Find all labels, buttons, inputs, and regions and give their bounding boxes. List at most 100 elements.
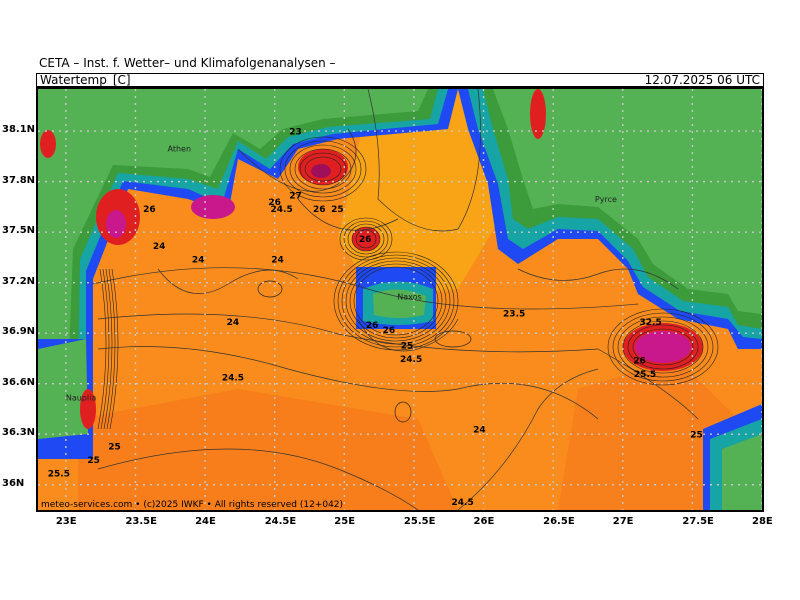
isotherm (517, 268, 679, 290)
isotherm (106, 268, 116, 430)
valid-time: 12.07.2025 06 UTC (644, 73, 760, 87)
longitude-tick: 28E (752, 516, 773, 527)
contour-label: 25 (690, 431, 703, 441)
isotherm-ring (617, 316, 709, 378)
isotherm (357, 318, 459, 352)
warm-spots (40, 89, 703, 429)
greek-mainland-lowland (38, 89, 438, 419)
anatolia-land (493, 89, 762, 314)
contour-label: 25 (331, 205, 344, 215)
place-label: Nauplia (66, 394, 96, 403)
longitude-tick: 24.5E (264, 516, 297, 527)
contour-label: 23 (289, 127, 302, 137)
warm-spot-core (635, 331, 691, 363)
contour-label: 26 (313, 205, 326, 215)
warm-spot-core (311, 164, 331, 178)
isotherm-ring (294, 148, 352, 190)
longitude-tick: 26E (473, 516, 495, 527)
contour-label: 24.5 (271, 205, 293, 215)
islet-outline (394, 401, 412, 423)
latitude-tick: 36N (2, 477, 25, 489)
naxos-land (373, 289, 426, 318)
isotherm-ring (355, 229, 377, 249)
contour-labels: 23 24 24 24 24 24.5 24.5 24.5 23.5 24 25 25 25 25.5 25… (48, 127, 703, 507)
warm-spot-core (106, 210, 126, 238)
isotherm (367, 89, 481, 232)
latitude-tick: 36.3N (2, 427, 36, 439)
isotherm (109, 268, 119, 430)
contour-label: 24 (271, 255, 284, 265)
place-label: Athen (167, 144, 191, 153)
isotherm-ring (341, 257, 451, 345)
header-bar (36, 73, 764, 87)
isotherm-ring (349, 263, 443, 339)
isotherm (97, 268, 107, 430)
isotherm-ring (284, 140, 362, 198)
contour-label: 26 (633, 356, 646, 366)
isotherm-ring (351, 226, 381, 252)
contour-label: 26 (383, 326, 396, 336)
contour-label: 24 (473, 426, 486, 436)
isotherm-ring (622, 320, 704, 374)
contour-label: 24.5 (400, 355, 422, 365)
isotherm-ring (299, 152, 347, 186)
isotherm-ring (612, 312, 714, 382)
latitude-tick: 37.2N (2, 275, 36, 287)
lat-lon-grid (38, 89, 762, 510)
latitude-tick: 38.1N (2, 124, 36, 136)
longitude-tick: 26.5E (543, 516, 575, 527)
latitude-tick: 37.8N (2, 174, 36, 186)
longitude-tick: 27E (612, 516, 634, 527)
contour-label: 24 (153, 242, 166, 252)
isotherm (457, 368, 599, 510)
longitude-tick: 27.5E (682, 516, 714, 527)
isotherm-ring (345, 260, 447, 342)
isotherm-ring (632, 328, 694, 366)
contour-label: 25 (87, 456, 100, 466)
longitude-tick: 23.5E (125, 516, 157, 527)
isotherm-ring (607, 308, 719, 386)
isotherm-ring (279, 136, 367, 202)
isotherm-ring (347, 223, 385, 255)
peloponnese-land (38, 339, 88, 439)
isotherm-ring (304, 156, 342, 182)
islet-outline (257, 280, 283, 298)
warm-spot (40, 130, 56, 158)
contour-label: 25.5 (48, 469, 70, 479)
warm-spot (352, 227, 380, 251)
contour-label: 27 (289, 191, 302, 201)
contour-label: 25 (401, 341, 414, 351)
isotherm (97, 346, 599, 420)
contour-label: 26 (359, 235, 372, 245)
contour-label: 26 (143, 205, 156, 215)
greek-mainland-shelf (38, 89, 448, 439)
contour-label: 26 (268, 198, 281, 208)
isotherm-ring (333, 251, 459, 351)
longitude-tick: 25.5E (403, 516, 436, 527)
isotherm (100, 268, 110, 430)
isotherm-ring (627, 324, 699, 370)
isotherm (157, 268, 299, 294)
contour-label: 24.5 (222, 373, 244, 383)
copyright-footer: meteo-services.com • (c)2025 IWKF • All … (41, 500, 343, 510)
greek-mainland-land (38, 89, 428, 389)
isotherm (97, 448, 419, 510)
contour-label: 25.5 (634, 370, 656, 380)
warm-spot (80, 389, 96, 429)
place-label: Naxos (397, 293, 421, 302)
isotherm (92, 267, 639, 310)
place-label: Pyrce (595, 195, 617, 204)
islet-outline (434, 330, 472, 348)
contour-label: 32.5 (640, 318, 662, 328)
longitude-tick: 24E (195, 516, 216, 527)
place-names: AthenNaxosNaupliaPyrceChio (66, 144, 617, 403)
isotherm-ring (343, 220, 389, 258)
isotherm-ring (289, 144, 357, 194)
isotherm-ring (339, 217, 393, 261)
latitude-tick: 36.9N (2, 326, 36, 338)
isotherm-lines (92, 89, 719, 510)
warm-spot (191, 195, 235, 219)
contour-label: 24 (227, 318, 240, 328)
institute-title: CETA – Inst. f. Wetter– und Klimafolgena… (39, 56, 336, 70)
isotherm (97, 313, 699, 420)
